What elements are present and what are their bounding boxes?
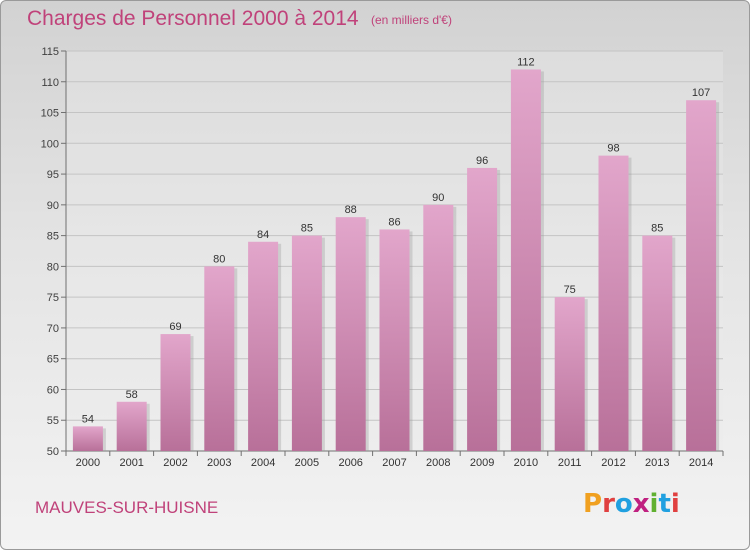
x-tick-label: 2002: [163, 457, 187, 469]
y-tick-label: 115: [41, 46, 59, 58]
y-tick-label: 60: [47, 384, 59, 396]
bar: [554, 297, 585, 451]
bar: [467, 167, 498, 451]
y-tick-label: 75: [47, 292, 59, 304]
x-tick-label: 2006: [338, 457, 362, 469]
chart-title: Charges de Personnel 2000 à 2014: [27, 7, 359, 30]
logo-letter: o: [614, 489, 633, 519]
x-tick-label: 2008: [426, 457, 450, 469]
data-label: 107: [692, 87, 710, 99]
x-tick-label: 2010: [514, 457, 538, 469]
data-label: 54: [82, 413, 94, 425]
logo-letter: P: [583, 489, 603, 519]
x-tick-label: 2012: [601, 457, 625, 469]
x-tick-label: 2007: [382, 457, 406, 469]
data-label: 98: [607, 143, 619, 155]
y-tick-label: 100: [41, 138, 59, 150]
y-tick-label: 90: [47, 200, 59, 212]
y-tick-label: 70: [47, 323, 59, 335]
bar: [248, 241, 279, 451]
bar: [160, 334, 191, 451]
x-tick-label: 2013: [645, 457, 669, 469]
data-label: 86: [388, 216, 400, 228]
bar: [72, 426, 103, 451]
logo-letter: i: [670, 489, 680, 519]
proxiti-logo: Proxiti: [583, 489, 680, 519]
x-tick-label: 2009: [470, 457, 494, 469]
y-tick-label: 85: [47, 231, 59, 243]
data-label: 84: [257, 229, 269, 241]
data-label: 96: [476, 155, 488, 167]
y-tick-label: 95: [47, 169, 59, 181]
data-label: 88: [345, 204, 357, 216]
data-label: 90: [432, 192, 444, 204]
bar: [291, 235, 322, 451]
x-tick-label: 2005: [295, 457, 319, 469]
x-tick-label: 2004: [251, 457, 275, 469]
y-tick-label: 80: [47, 261, 59, 273]
y-tick-label: 50: [47, 446, 59, 458]
y-tick-label: 105: [41, 108, 59, 120]
x-tick-label: 2001: [119, 457, 143, 469]
data-label: 80: [213, 253, 225, 265]
data-label: 85: [301, 223, 313, 235]
bar: [116, 401, 147, 451]
data-label: 58: [126, 389, 138, 401]
bar: [335, 217, 366, 451]
data-label: 112: [517, 56, 535, 68]
chart-subtitle: (en milliers d'€): [371, 13, 452, 27]
bar: [686, 100, 717, 451]
bar: [598, 155, 629, 451]
x-tick-label: 2000: [76, 457, 100, 469]
logo-letter: x: [632, 489, 650, 519]
logo-letter: i: [649, 489, 659, 519]
x-tick-label: 2003: [207, 457, 231, 469]
commune-name: MAUVES-SUR-HUISNE: [35, 498, 219, 517]
x-tick-label: 2014: [689, 457, 713, 469]
logo-letter: r: [602, 489, 615, 519]
data-label: 69: [169, 321, 181, 333]
data-label: 75: [564, 284, 576, 296]
bar: [510, 69, 541, 451]
data-label: 85: [651, 223, 663, 235]
bar: [642, 235, 673, 451]
y-tick-label: 55: [47, 415, 59, 427]
y-tick-label: 65: [47, 354, 59, 366]
logo-letter: t: [658, 489, 671, 519]
bar: [423, 204, 454, 451]
y-tick-label: 110: [41, 77, 59, 89]
x-tick-label: 2011: [558, 457, 582, 469]
bar: [379, 229, 410, 451]
bar: [204, 266, 235, 451]
